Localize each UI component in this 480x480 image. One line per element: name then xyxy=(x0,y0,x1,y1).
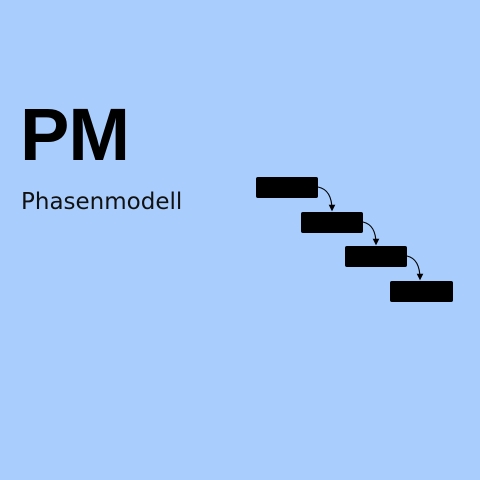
arrow-right-down-icon-3 xyxy=(406,255,424,281)
subtitle: Phasenmodell xyxy=(21,189,183,215)
phase-block-1 xyxy=(256,177,318,198)
title-abbreviation: PM xyxy=(20,93,130,176)
arrow-right-down-icon-1 xyxy=(317,186,336,212)
phase-block-4 xyxy=(390,281,453,302)
phase-block-3 xyxy=(345,246,407,267)
phase-block-2 xyxy=(301,212,363,233)
arrow-right-down-icon-2 xyxy=(362,221,380,246)
